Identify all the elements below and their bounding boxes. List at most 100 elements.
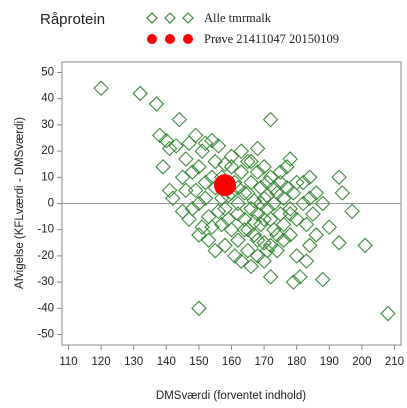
- point: [191, 159, 207, 175]
- point: [298, 253, 315, 269]
- point: [285, 274, 302, 290]
- point: [246, 227, 263, 243]
- legend-marker: [165, 34, 175, 44]
- point: [269, 227, 285, 243]
- point: [380, 305, 396, 322]
- point: [249, 164, 266, 180]
- point: [184, 164, 201, 180]
- point: [220, 211, 237, 227]
- point: [161, 140, 178, 157]
- point: [226, 248, 243, 264]
- point: [266, 221, 282, 238]
- point: [230, 195, 246, 212]
- chart-title: Råprotein: [40, 11, 105, 28]
- point: [272, 164, 289, 180]
- point: [197, 190, 214, 207]
- point: [243, 153, 259, 170]
- y-tick-label: -10: [37, 224, 54, 236]
- point: [233, 143, 250, 159]
- point: [236, 185, 253, 201]
- point: [174, 169, 191, 186]
- y-tick-label: 20: [41, 145, 54, 157]
- point: [158, 132, 175, 149]
- point: [181, 135, 197, 152]
- point: [155, 159, 171, 175]
- point: [292, 269, 308, 285]
- x-tick-label: 180: [287, 356, 306, 368]
- point: [191, 300, 207, 317]
- y-tick-label: 30: [41, 119, 54, 131]
- point: [240, 185, 256, 201]
- point: [282, 151, 298, 167]
- point: [191, 227, 207, 243]
- point: [161, 182, 178, 199]
- point: [321, 219, 338, 235]
- x-tick-label: 160: [222, 356, 241, 368]
- point: [207, 242, 223, 259]
- point: [266, 180, 282, 196]
- x-tick-label: 170: [255, 356, 274, 368]
- point: [288, 211, 305, 227]
- point: [334, 185, 351, 201]
- point: [197, 135, 214, 152]
- point: [285, 185, 302, 201]
- x-tick-label: 190: [320, 356, 339, 368]
- point: [314, 271, 331, 288]
- point: [295, 174, 311, 191]
- point: [194, 143, 210, 159]
- y-tick-label: 40: [41, 93, 54, 105]
- legend-label: Prøve 21411047 20150109: [204, 32, 339, 46]
- point: [200, 232, 217, 248]
- x-tick-label: 130: [124, 356, 143, 368]
- point: [249, 232, 266, 248]
- point: [282, 227, 298, 243]
- point: [240, 242, 256, 259]
- point: [295, 195, 311, 212]
- point: [233, 164, 250, 180]
- point: [184, 200, 201, 217]
- point: [288, 248, 305, 264]
- y-tick-label: -20: [37, 250, 54, 262]
- point: [240, 153, 256, 170]
- legend-marker: [146, 12, 194, 24]
- point: [282, 200, 298, 217]
- point: [275, 190, 292, 207]
- point: [279, 159, 295, 175]
- x-tick-label: 200: [352, 356, 371, 368]
- point: [301, 190, 318, 207]
- point: [217, 200, 233, 217]
- point: [236, 221, 253, 238]
- point: [259, 242, 276, 259]
- point: [262, 111, 279, 128]
- point: [275, 216, 292, 233]
- point: [230, 206, 246, 222]
- y-axis-label: Afvigelse (KFLværdi - DMSværdi): [14, 117, 26, 289]
- point: [233, 253, 250, 269]
- legend: [146, 12, 194, 24]
- point: [210, 203, 227, 220]
- x-tick-label: 210: [385, 356, 404, 368]
- point: [249, 140, 266, 157]
- legend-marker: [147, 34, 157, 44]
- point: [132, 85, 149, 102]
- point: [269, 185, 285, 201]
- point: [344, 203, 360, 220]
- point: [174, 203, 191, 220]
- point: [178, 182, 194, 199]
- point: [256, 159, 272, 175]
- point: [288, 174, 305, 191]
- point: [93, 80, 109, 96]
- point: [298, 216, 315, 233]
- point: [204, 132, 220, 149]
- point: [148, 96, 165, 112]
- point: [191, 195, 207, 212]
- point: [305, 206, 321, 222]
- point: [256, 235, 272, 251]
- point: [262, 269, 279, 285]
- point: [171, 111, 188, 128]
- point: [256, 253, 272, 269]
- point: [256, 211, 272, 227]
- legend-label: Alle tmrmalk: [204, 11, 272, 25]
- point: [331, 169, 347, 186]
